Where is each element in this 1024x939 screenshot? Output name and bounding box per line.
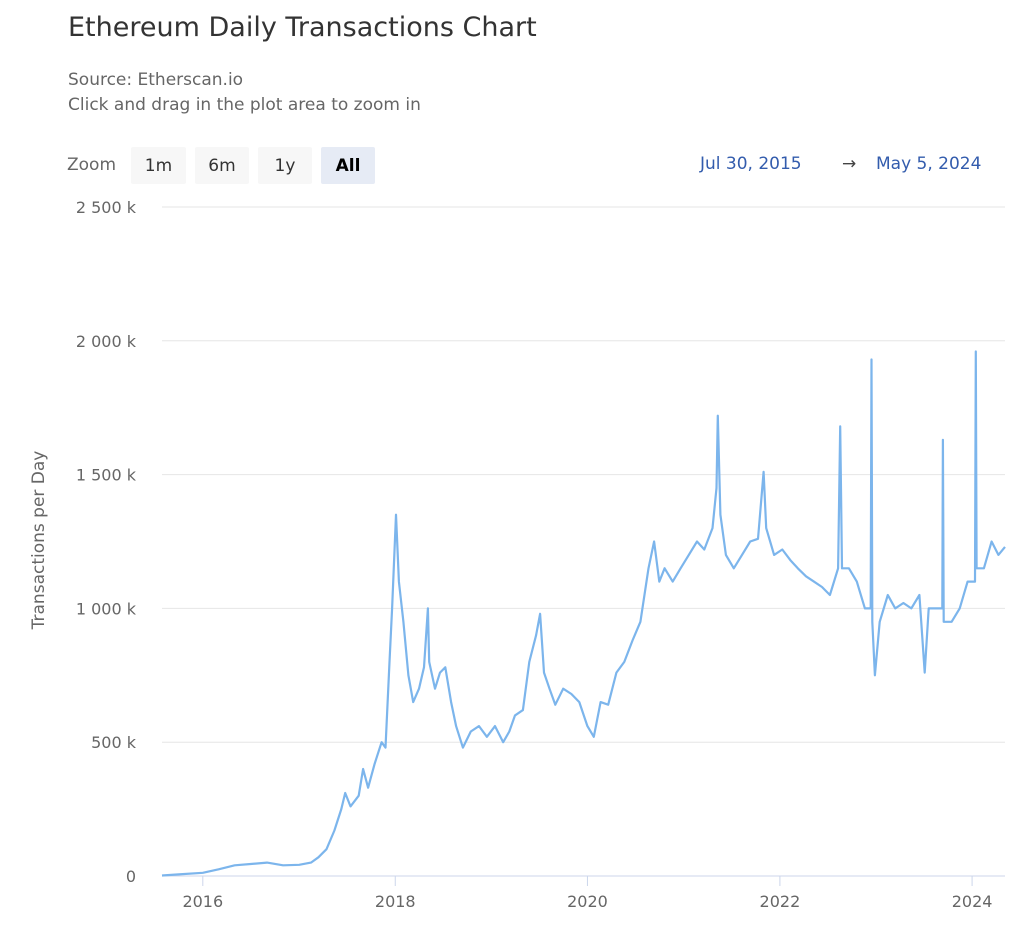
range-from-input[interactable]: Jul 30, 2015 xyxy=(700,154,802,174)
y-tick-label: 2 000 k xyxy=(76,332,137,351)
zoom-6m-button[interactable]: 6m xyxy=(195,147,249,184)
range-to-input[interactable]: May 5, 2024 xyxy=(876,154,982,174)
y-tick-label: 0 xyxy=(126,867,136,886)
x-tick-label: 2022 xyxy=(760,892,801,911)
zoom-1y-button[interactable]: 1y xyxy=(258,147,312,184)
x-tick-label: 2016 xyxy=(182,892,223,911)
y-tick-label: 500 k xyxy=(91,733,137,752)
x-tick-label: 2020 xyxy=(567,892,608,911)
y-tick-label: 2 500 k xyxy=(76,198,137,217)
transactions-series-line xyxy=(161,350,1006,877)
x-tick-label: 2024 xyxy=(952,892,993,911)
chart-subtitle: Source: Etherscan.io xyxy=(68,70,244,90)
y-tick-label: 1 500 k xyxy=(76,466,137,485)
zoom-instruction: Click and drag in the plot area to zoom … xyxy=(68,95,421,115)
zoom-1m-button[interactable]: 1m xyxy=(131,147,186,184)
y-axis-title: Transactions per Day xyxy=(29,451,49,631)
zoom-label: Zoom xyxy=(67,155,117,175)
range-arrow: → xyxy=(842,154,857,174)
chart-title: Ethereum Daily Transactions Chart xyxy=(68,12,537,43)
zoom-all-button[interactable]: All xyxy=(321,147,375,184)
y-tick-label: 1 000 k xyxy=(76,599,137,618)
x-tick-label: 2018 xyxy=(375,892,416,911)
